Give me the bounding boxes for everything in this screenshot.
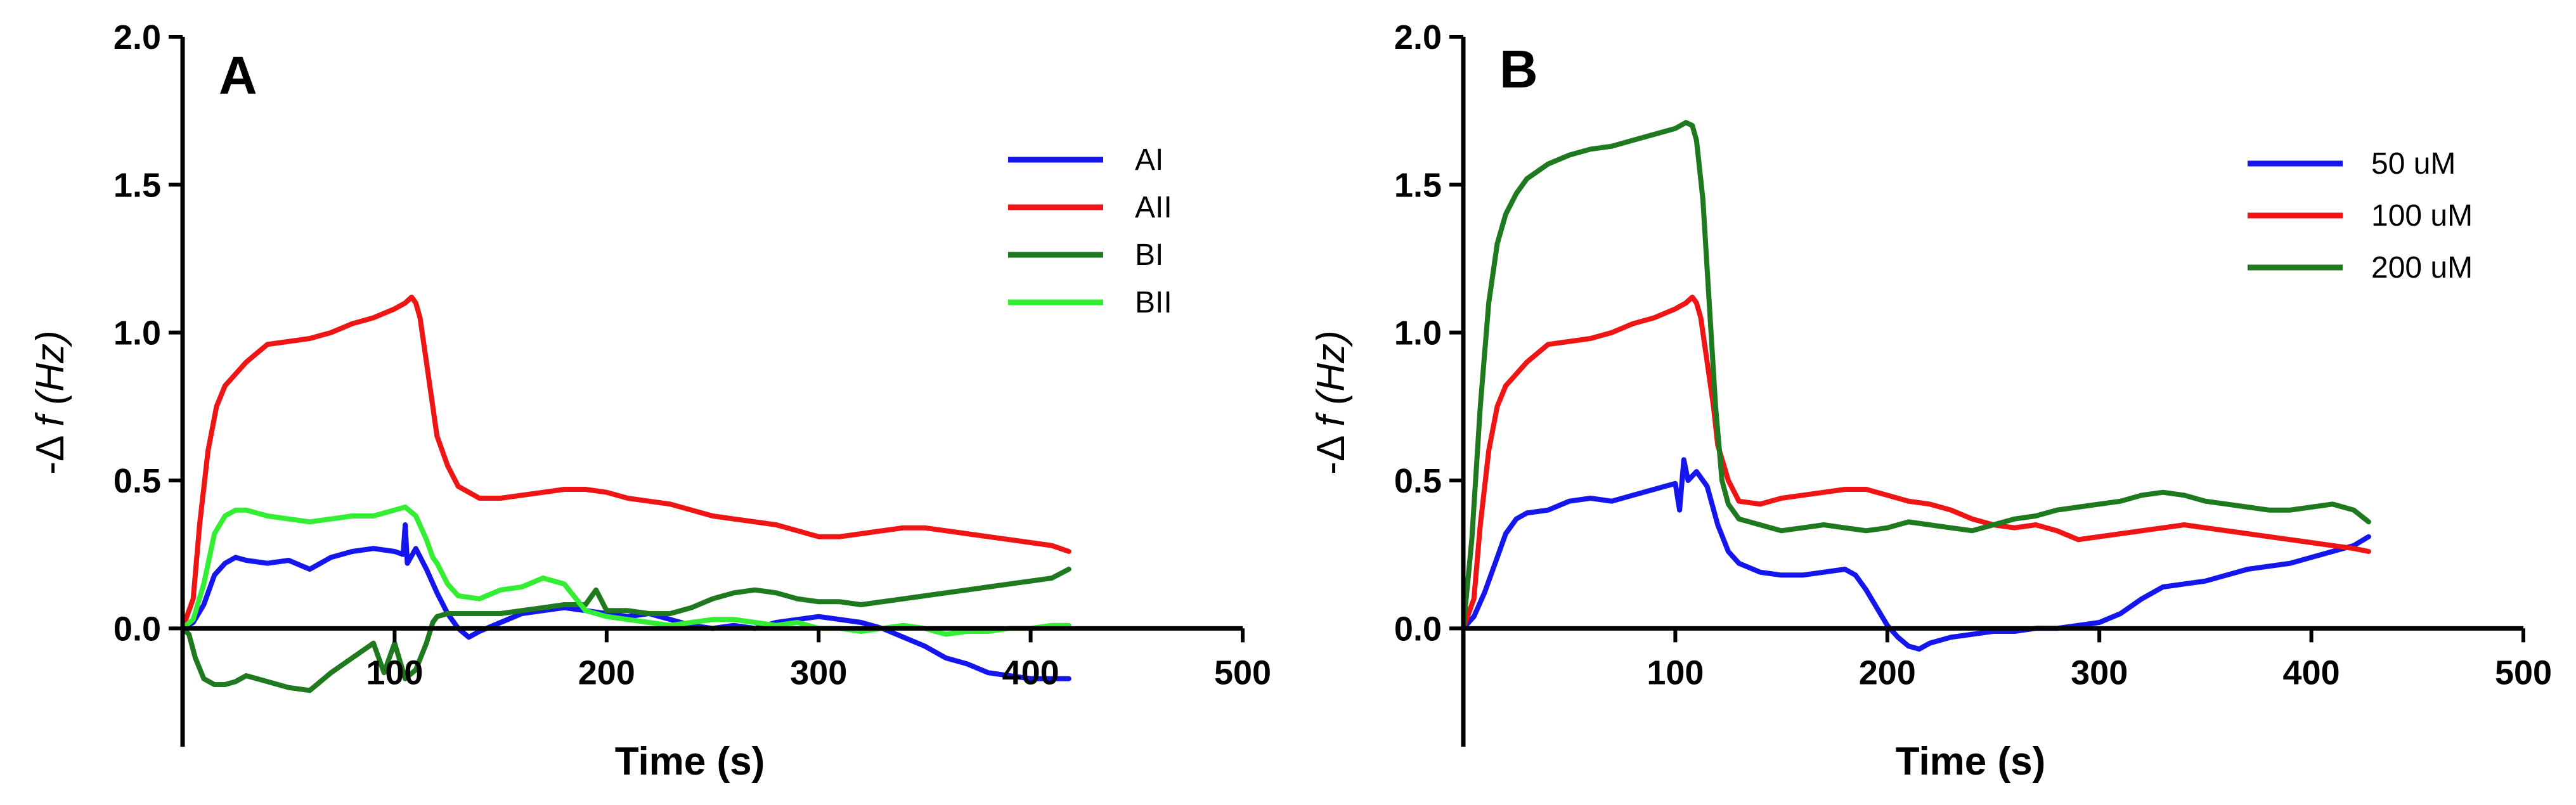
x-axis-title: Time (s) [1896, 740, 2046, 783]
x-tick-label: 300 [2071, 654, 2128, 692]
y-tick-label: 0.5 [113, 462, 161, 500]
series-line-aii [180, 294, 1071, 631]
x-tick-label: 400 [1002, 654, 1059, 692]
legend-item: AII [1008, 191, 1172, 224]
legend-label: BI [1135, 238, 1163, 272]
y-tick-label: 1.0 [113, 314, 161, 352]
y-axis-title: -Δ f (Hz) [29, 330, 72, 474]
legend: AI AII BI BII [1008, 143, 1172, 319]
y-axis-title-prefix: -Δ [29, 436, 72, 475]
y-tick-label: 0.0 [1394, 610, 1442, 648]
y-tick-label: 1.5 [113, 166, 161, 204]
x-axis-title: Time (s) [615, 740, 765, 783]
x-tick-label: 200 [1859, 654, 1916, 692]
data-lines [180, 294, 1071, 693]
legend-item: BI [1008, 238, 1163, 272]
series-line-bi [180, 567, 1071, 693]
legend-label: BII [1135, 286, 1172, 319]
series-line-bii [180, 505, 1071, 637]
legend-item: BII [1008, 286, 1172, 319]
y-axis-title-unit: (Hz) [1309, 330, 1353, 404]
legend: 50 uM 100 uM 200 uM [2248, 147, 2473, 285]
legend-label: 100 uM [2371, 199, 2473, 233]
y-axis-title-unit: (Hz) [29, 330, 72, 404]
x-tick-label: 200 [578, 654, 635, 692]
x-tick-label: 500 [1214, 654, 1271, 692]
panel-label: B [1499, 39, 1538, 99]
x-tick-label: 100 [1647, 654, 1704, 692]
x-tick-label: 300 [790, 654, 847, 692]
x-tick-label: 100 [366, 654, 423, 692]
legend-item: 50 uM [2248, 147, 2456, 181]
series-line-50-um [1461, 457, 2371, 652]
y-tick-label: 0.5 [1394, 462, 1442, 500]
legend-item: 100 uM [2248, 199, 2473, 233]
y-tick-label: 1.5 [1394, 166, 1442, 204]
legend-item: 200 uM [2248, 251, 2473, 285]
series-line-ai [180, 522, 1071, 681]
y-tick-label: 0.0 [113, 610, 161, 648]
data-lines [1461, 120, 2371, 652]
series-line-200-um [1461, 120, 2371, 631]
chart-panel-b: 0.0 0.5 1.0 1.5 2.0 100 200 300 400 500 B Time (s… [1309, 18, 2552, 783]
x-tick-label: 500 [2495, 654, 2552, 692]
legend-label: AII [1135, 191, 1172, 224]
y-tick-label: 1.0 [1394, 314, 1442, 352]
series-line-100-um [1461, 294, 2371, 631]
x-tick-label: 400 [2283, 654, 2340, 692]
panel-label: A [219, 46, 257, 105]
y-tick-label: 2.0 [1394, 18, 1442, 56]
chart-panel-a: 0.0 0.5 1.0 1.5 2.0 100 200 300 400 500 A Time (s… [29, 18, 1271, 783]
y-tick-label: 2.0 [113, 18, 161, 56]
legend-item: AI [1008, 143, 1163, 177]
legend-label: 50 uM [2371, 147, 2456, 181]
legend-label: AI [1135, 143, 1163, 177]
legend-label: 200 uM [2371, 251, 2473, 285]
axes: 0.0 0.5 1.0 1.5 2.0 100 200 300 400 500 [1394, 18, 2552, 747]
y-axis-title-prefix: -Δ [1309, 436, 1353, 475]
axes: 0.0 0.5 1.0 1.5 2.0 100 200 300 400 500 [113, 18, 1271, 747]
y-axis-title: -Δ f (Hz) [1309, 330, 1353, 474]
